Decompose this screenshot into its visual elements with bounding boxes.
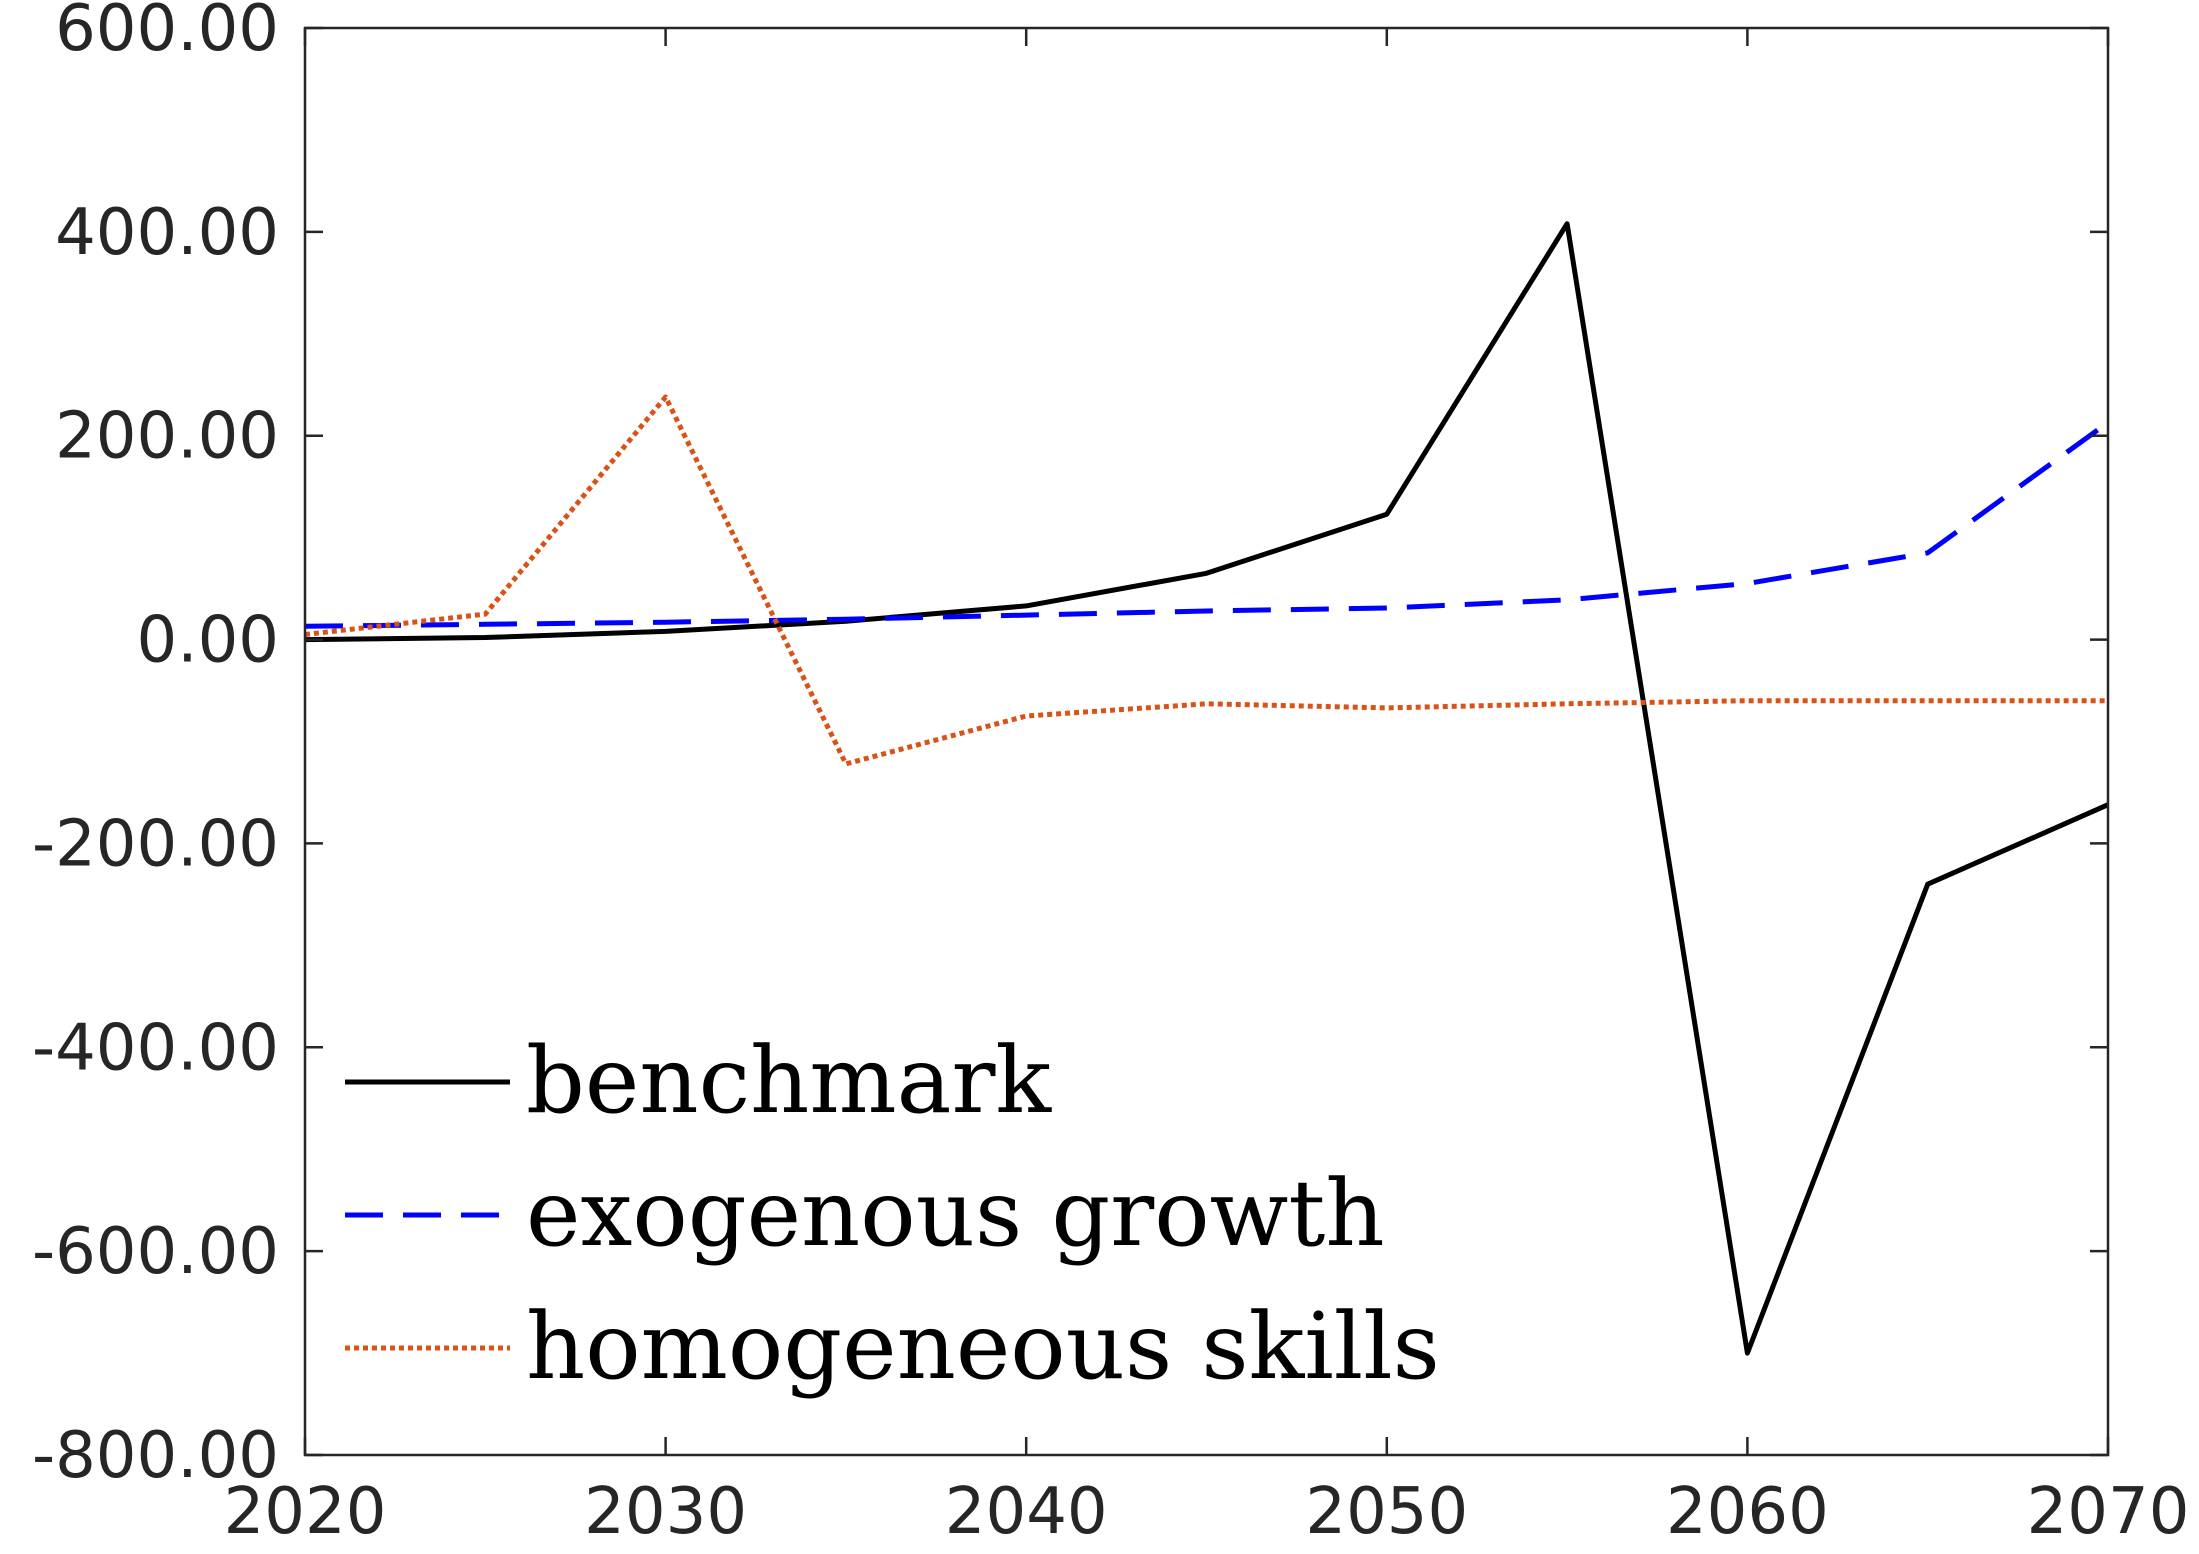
x-tick-label: 2050 [1305,1475,1468,1549]
x-tick-label: 2020 [224,1475,387,1549]
legend-label: exogenous growth [526,1160,1385,1267]
y-tick-label: 600.00 [55,0,279,66]
series-line-exogenous-growth [304,420,2110,629]
axis-ticks: 2020 2030 2040 2050 2060 2070 600.00 400.00 200.… [32,0,2189,1549]
y-tick-label: 200.00 [55,400,279,474]
y-tick-label: 0.00 [137,604,280,678]
y-tick-label: 400.00 [55,196,279,270]
x-tick-label: 2060 [1666,1475,1829,1549]
y-tick-label: -400.00 [32,1011,279,1085]
legend-label: benchmark [526,1027,1052,1134]
legend-label: homogeneous skills [526,1293,1440,1400]
y-tick-label: -600.00 [32,1215,279,1289]
y-tick-label: -800.00 [32,1419,279,1493]
x-tick-label: 2030 [584,1475,747,1549]
x-tick-label: 2040 [945,1475,1108,1549]
y-tick-label: -200.00 [32,807,279,881]
x-tick-label: 2070 [2027,1475,2190,1549]
series-line-benchmark [304,221,2110,1356]
legend: benchmark exogenous growth homogeneous ski… [345,1027,1440,1400]
plot-frame [303,26,2110,1457]
series-layer [304,221,2110,1356]
series-line-homogeneous-skills [304,394,2108,767]
